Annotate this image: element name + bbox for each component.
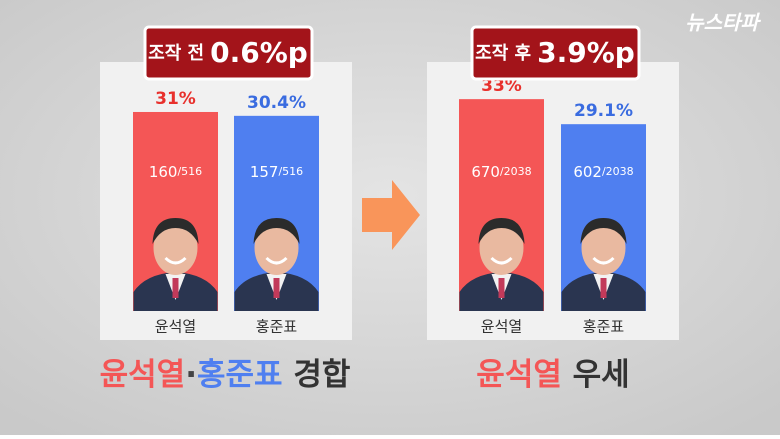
category-label: 홍준표 [583,318,625,336]
value-label: 31% [155,89,196,109]
watermark: 뉴스타파 [685,11,761,35]
inner-total: /516 [177,165,202,178]
chart: 33% 670/2038 윤석열 29.1% 602/2038 홍준표 조작 후 3.9%p 윤… [427,25,679,393]
bar-inner-label: 160/516 [149,163,202,181]
photo-tie [273,278,280,298]
badge [143,25,314,81]
photo-hair [152,218,199,244]
category-label: 홍준표 [256,318,298,336]
caption-part: · [185,357,197,393]
inner-total: /2038 [500,165,532,178]
caption-part: 윤석열 [476,357,562,393]
bar-inner-label: 670/2038 [471,163,531,181]
photo-hair [478,218,525,244]
inner-count: 160 [149,163,178,181]
inner-count: 157 [250,163,279,181]
category-label: 윤석열 [155,318,196,336]
category-label: 윤석열 [481,318,522,336]
caption-part: 우세 [562,357,630,393]
arrow [362,180,420,250]
photo-tie [172,278,179,298]
caption-part: 경합 [283,357,351,393]
photo-tie [498,278,505,298]
caption-part: 홍준표 [197,357,283,393]
photo-smile [592,256,615,265]
badge [470,25,641,81]
inner-total: /516 [278,165,303,178]
caption-part: 윤석열 [100,357,186,393]
photo-tie [600,278,607,298]
bar-inner-label: 602/2038 [573,163,633,181]
bar-inner-label: 157/516 [250,163,303,181]
photo-face [153,221,198,275]
badge-text: 조작 전 0.6%p [148,36,308,69]
photo-face [581,221,626,275]
caption: 윤석열·홍준표 경합 [100,357,351,393]
inner-count: 602 [573,163,602,181]
caption: 윤석열 우세 [476,357,629,393]
photo-smile [265,256,288,265]
badge-value: 0.6%p [210,36,308,69]
photo-face [479,221,524,275]
photo-face [254,221,299,275]
badge-text: 조작 후 3.9%p [475,36,635,69]
value-label: 33% [481,76,522,96]
photo-smile [164,256,187,265]
badge-label: 조작 전 [148,43,204,64]
badge-label: 조작 후 [475,43,531,64]
chart: 31% 160/516 윤석열 30.4% 157/516 홍준표 조작 전 0.6%p 윤석열… [100,25,352,393]
inner-total: /2038 [602,165,634,178]
photo-hair [580,218,627,244]
value-label: 29.1% [574,101,633,121]
inner-count: 670 [471,163,500,181]
value-label: 30.4% [247,93,306,113]
photo-smile [490,256,513,265]
photo-hair [253,218,300,244]
badge-value: 3.9%p [537,36,635,69]
